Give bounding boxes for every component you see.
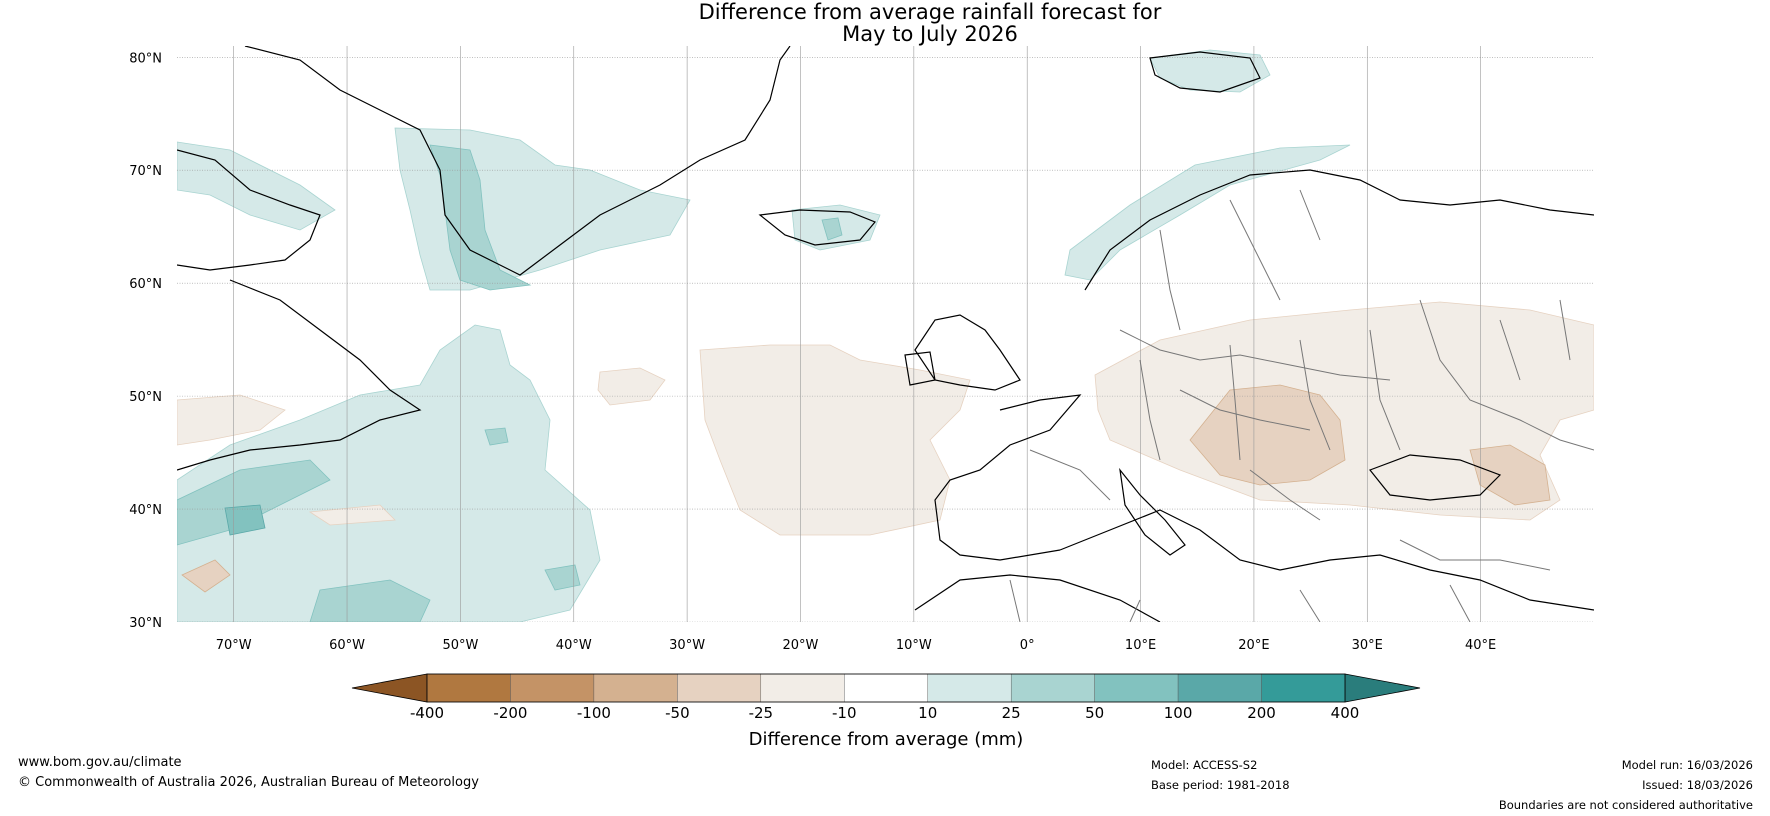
colorbar-segment	[1177, 673, 1262, 703]
wet-region-baffin	[177, 141, 336, 231]
colorbar-label: Difference from average (mm)	[749, 729, 1024, 750]
border-group-africa	[1009, 579, 1471, 622]
colorbar-tick-label: 25	[1002, 704, 1021, 722]
coastline-north-africa	[914, 574, 1161, 622]
colorbar-tick-label: -400	[410, 704, 444, 722]
wet-region-atlantic-west	[177, 324, 601, 622]
colorbar-segment	[1094, 673, 1179, 703]
colorbar-tick-label: -10	[832, 704, 857, 722]
longitude-labels: 70°W 60°W 50°W 40°W 30°W 20°W 10°W 0° 10°E 20°E 30…	[216, 638, 1497, 653]
dry-region-mid-atlantic	[597, 367, 666, 406]
longitude-label: 0°	[1020, 638, 1035, 653]
dry-region-subtropic	[308, 504, 396, 526]
dry-region-north-atlantic	[699, 344, 971, 536]
coastlines	[177, 46, 1594, 622]
colorbar-segment	[844, 673, 928, 703]
longitude-label: 10°E	[1125, 638, 1156, 653]
longitude-label: 40°E	[1465, 638, 1496, 653]
colorbar-tick-label: 50	[1085, 704, 1104, 722]
longitude-label: 10°W	[896, 638, 932, 653]
wet-region-atlantic-spot2	[484, 427, 509, 446]
wet-region-atlantic-core2	[224, 504, 266, 536]
latitude-label: 30°N	[129, 616, 162, 631]
map-gridlines	[177, 46, 1594, 622]
coastline-black-sea	[1369, 454, 1502, 501]
coastline-ireland	[904, 351, 936, 386]
coastline-baffin	[177, 149, 321, 271]
footer-base-period: Base period: 1981-2018	[1151, 778, 1290, 792]
colorbar-tick-label: -100	[577, 704, 611, 722]
coastline-greenland	[244, 46, 791, 276]
colorbar-segment	[1261, 673, 1346, 703]
longitude-label: 30°E	[1352, 638, 1383, 653]
footer-disclaimer: Boundaries are not considered authoritat…	[1498, 798, 1753, 812]
wet-region-atlantic-spot	[544, 564, 581, 591]
longitude-label: 50°W	[442, 638, 478, 653]
longitude-label: 40°W	[556, 638, 592, 653]
chart-title-line2: May to July 2026	[842, 22, 1018, 46]
wet-region-norway	[1064, 144, 1351, 281]
footer-website: www.bom.gov.au/climate	[18, 755, 182, 770]
colorbar-tick-label: 10	[918, 704, 937, 722]
border-group-central	[1119, 329, 1401, 461]
footer-copyright: © Commonwealth of Australia 2026, Austra…	[18, 775, 479, 790]
colorbar-segment	[426, 673, 511, 703]
colorbar-tick-label: 100	[1164, 704, 1193, 722]
latitude-label: 80°N	[129, 51, 162, 66]
border-group-south	[1029, 449, 1551, 571]
colorbar-tick-label: -200	[493, 704, 527, 722]
colorbar-segment	[593, 673, 678, 703]
border-group-scandinavia	[1159, 189, 1321, 331]
dry-region-europe-core	[1189, 384, 1346, 486]
footer-model: Model: ACCESS-S2	[1151, 758, 1258, 772]
coastline-italy	[1119, 467, 1186, 556]
latitude-label: 50°N	[129, 390, 162, 405]
coastline-uk	[914, 314, 1021, 391]
wet-region-atlantic-core	[177, 459, 331, 546]
colorbar-tick-label: -25	[749, 704, 774, 722]
longitude-label: 30°W	[669, 638, 705, 653]
longitude-label: 60°W	[329, 638, 365, 653]
colorbar-extend-high	[1344, 673, 1421, 703]
coastline-iceland	[758, 209, 876, 246]
latitude-label: 60°N	[129, 277, 162, 292]
colorbar-tick-label: 200	[1247, 704, 1276, 722]
footer-model-run: Model run: 16/03/2026	[1621, 758, 1753, 772]
border-group-east	[1419, 299, 1594, 451]
dry-region-northeast-america	[177, 394, 286, 446]
latitude-labels: 80°N 70°N 60°N 50°N 40°N 30°N	[129, 51, 162, 631]
dry-region-subtropic-core	[181, 559, 231, 593]
colorbar-segment	[760, 673, 845, 703]
longitude-label: 20°E	[1238, 638, 1269, 653]
latitude-label: 70°N	[129, 164, 162, 179]
anomaly-shading	[177, 49, 1594, 622]
colorbar-segment	[510, 673, 595, 703]
coastline-labrador	[177, 279, 422, 471]
colorbar-tick-label: 400	[1331, 704, 1360, 722]
coastline-scandinavia	[1084, 169, 1594, 291]
longitude-label: 20°W	[783, 638, 819, 653]
colorbar-segment	[677, 673, 762, 703]
colorbar-segment	[1010, 673, 1095, 703]
dry-region-caspian	[1469, 444, 1551, 506]
wet-region-atlantic-south	[309, 579, 431, 622]
latitude-label: 40°N	[129, 503, 162, 518]
colorbar-tick-label: -50	[665, 704, 690, 722]
country-borders	[1009, 189, 1594, 622]
longitude-label: 70°W	[216, 638, 252, 653]
footer-issued: Issued: 18/03/2026	[1642, 778, 1753, 792]
coastline-svalbard	[1149, 51, 1261, 93]
coastline-mediterranean	[1059, 509, 1594, 611]
chart-title-line1: Difference from average rainfall forecas…	[698, 0, 1162, 24]
colorbar: -400 -200 -100 -50 -25 -10 10 25 50 100 200 400	[351, 673, 1421, 722]
colorbar-segment	[927, 673, 1012, 703]
colorbar-extend-low	[351, 673, 428, 703]
colorbar-outline	[426, 673, 1346, 703]
coastline-europe-west	[934, 394, 1082, 561]
wet-region-iceland-core	[821, 217, 843, 241]
